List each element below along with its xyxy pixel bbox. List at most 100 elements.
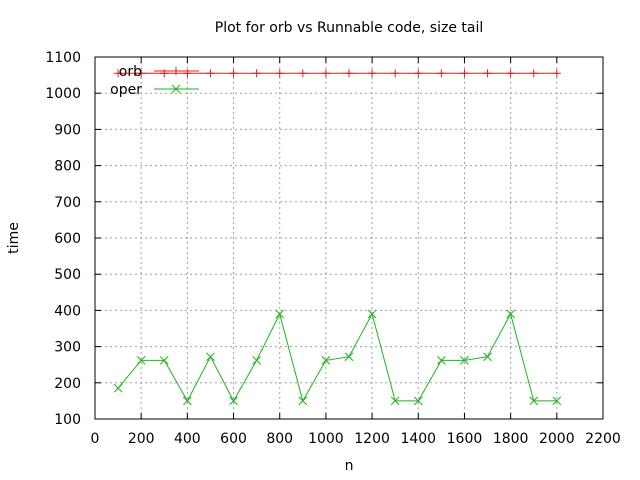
data-point — [367, 309, 377, 319]
data-point — [529, 396, 539, 406]
data-point — [113, 383, 123, 393]
y-tick-label: 700 — [54, 195, 81, 211]
x-tick-labels: 0 200 400 600 800 1000 1200 1400 1600 1800 2000 220… — [91, 431, 621, 447]
x-tick-label: 0 — [91, 431, 100, 447]
legend-item: oper — [110, 82, 199, 98]
x-tick-label: 2000 — [539, 431, 575, 447]
data-point — [344, 352, 354, 362]
cross-marker — [252, 356, 261, 365]
data-point — [229, 69, 238, 78]
y-tick-label: 500 — [54, 267, 81, 283]
series-line — [117, 312, 557, 403]
cross-marker — [437, 356, 446, 365]
data-point — [206, 69, 215, 78]
series-oper — [113, 309, 562, 406]
cross-marker — [506, 309, 515, 319]
data-point — [321, 356, 331, 365]
y-axis-label: time — [6, 222, 22, 254]
cross-marker — [183, 396, 192, 406]
legend-label: oper — [110, 82, 142, 98]
data-point — [252, 69, 261, 78]
data-point — [345, 69, 353, 78]
data-point — [159, 356, 169, 365]
y-tick-label: 900 — [54, 122, 81, 138]
data-point — [183, 396, 192, 406]
data-point — [552, 396, 562, 406]
cross-marker — [275, 309, 285, 319]
data-point — [298, 69, 307, 78]
data-point — [414, 69, 423, 78]
series-orb — [114, 69, 561, 78]
data-point — [114, 69, 123, 78]
data-point — [275, 69, 284, 78]
y-tick-label: 400 — [54, 303, 81, 319]
cross-marker — [206, 352, 215, 362]
data-point — [483, 69, 492, 78]
data-point — [391, 69, 400, 78]
cross-marker — [298, 396, 308, 406]
x-tick-label: 1800 — [493, 431, 529, 447]
data-point — [460, 69, 469, 78]
data-point — [137, 69, 146, 78]
y-tick-labels: 100 200 300 400 500 600 700 800 900 1000 1100 — [45, 50, 81, 428]
data-point — [275, 309, 285, 319]
x-tick-label: 200 — [128, 431, 155, 447]
cross-marker — [321, 356, 331, 365]
x-tick-label: 1200 — [354, 431, 390, 447]
x-tick-label: 2200 — [585, 431, 621, 447]
data-point — [160, 69, 169, 78]
data-point — [368, 69, 377, 78]
y-tick-label: 600 — [54, 231, 81, 247]
data-point — [183, 69, 192, 78]
data-point — [206, 352, 215, 362]
data-point — [298, 396, 308, 406]
data-point — [252, 356, 261, 365]
data-point — [136, 356, 146, 365]
x-tick-label: 1600 — [447, 431, 483, 447]
data-point — [229, 396, 238, 406]
data-point — [460, 356, 469, 365]
y-tick-label: 100 — [54, 412, 81, 428]
data-point — [321, 69, 330, 78]
y-tick-label: 800 — [54, 159, 81, 175]
cross-marker — [171, 84, 181, 94]
grid — [95, 57, 603, 419]
x-tick-label: 600 — [220, 431, 247, 447]
legend-label: orb — [119, 64, 142, 80]
cross-marker — [159, 356, 169, 365]
cross-marker — [483, 352, 492, 362]
y-tick-label: 200 — [54, 376, 81, 392]
x-tick-label: 1000 — [308, 431, 344, 447]
data-point — [529, 69, 538, 78]
cross-marker — [552, 396, 562, 406]
cross-marker — [344, 352, 354, 362]
cross-marker — [390, 396, 400, 406]
data-point — [552, 69, 561, 78]
legend-item: orb — [119, 64, 199, 80]
data-point — [437, 69, 446, 78]
cross-marker — [229, 396, 238, 406]
y-tick-label: 1000 — [45, 86, 81, 102]
data-point — [437, 356, 446, 365]
x-tick-label: 800 — [266, 431, 293, 447]
y-tick-label: 300 — [54, 340, 81, 356]
data-point — [506, 69, 515, 78]
legend: orb oper — [110, 64, 199, 98]
axis-ticks — [94, 56, 604, 420]
data-point — [413, 396, 423, 406]
x-tick-label: 1400 — [400, 431, 436, 447]
data-point — [506, 309, 515, 319]
x-tick-label: 400 — [174, 431, 201, 447]
cross-marker — [529, 396, 539, 406]
cross-marker — [460, 356, 469, 365]
cross-marker — [413, 396, 423, 406]
data-point — [483, 352, 492, 362]
y-tick-label: 1100 — [45, 50, 81, 66]
cross-marker — [367, 309, 377, 319]
cross-marker — [136, 356, 146, 365]
cross-marker — [113, 383, 123, 393]
series-layer — [113, 69, 562, 406]
data-point — [390, 396, 400, 406]
x-axis-label: n — [345, 458, 354, 474]
